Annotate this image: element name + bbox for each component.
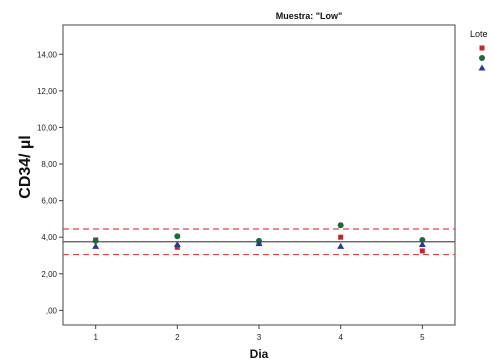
x-tick-label: 4 (338, 333, 343, 342)
legend: Lote (470, 29, 488, 71)
y-tick-label: 12,00 (37, 87, 58, 96)
legend-marker-triangle (478, 64, 486, 71)
y-axis-title: CD34/ µl (17, 135, 34, 198)
plot-frame (62, 24, 456, 326)
y-tick-label: 8,00 (41, 160, 57, 169)
point-circle-2 (174, 233, 181, 240)
point-triangle-3 (255, 240, 263, 247)
point-circle-4 (337, 222, 344, 229)
x-axis: 1 2 3 4 5 (93, 325, 425, 342)
x-tick-label: 1 (93, 333, 98, 342)
y-tick-label: 4,00 (41, 233, 57, 242)
point-square-4 (338, 234, 344, 240)
x-tick-label: 5 (420, 333, 425, 342)
y-axis: ,00 2,00 4,00 6,00 8,00 10,00 12,00 14,00 (37, 50, 63, 315)
point-triangle-2 (173, 241, 181, 248)
data-points (92, 222, 426, 254)
point-triangle-5 (418, 241, 426, 248)
point-triangle-4 (337, 242, 345, 249)
x-axis-title: Dia (250, 347, 269, 361)
point-circle-1 (92, 237, 99, 244)
legend-marker-circle (479, 55, 485, 61)
legend-marker-square (479, 45, 485, 51)
point-square-2 (174, 244, 180, 250)
chart-title: Muestra: "Low" (276, 11, 343, 21)
point-circle-5 (419, 236, 426, 243)
y-tick-label: 2,00 (41, 270, 57, 279)
y-tick-label: 10,00 (37, 123, 58, 132)
y-tick-label: 14,00 (37, 50, 58, 59)
y-tick-label: ,00 (46, 306, 58, 315)
y-tick-label: 6,00 (41, 197, 57, 206)
point-square-5 (419, 248, 425, 254)
point-triangle-1 (92, 242, 100, 249)
x-tick-label: 2 (175, 333, 180, 342)
legend-title: Lote (470, 29, 488, 39)
x-tick-label: 3 (257, 333, 262, 342)
